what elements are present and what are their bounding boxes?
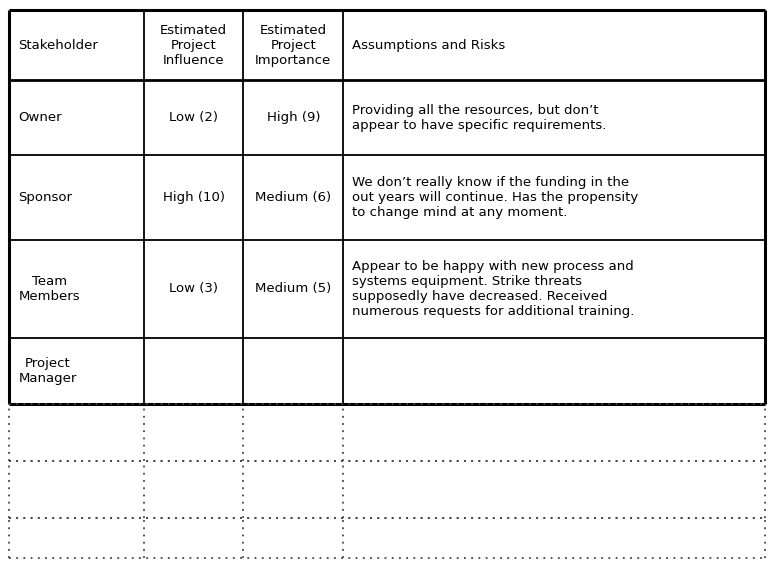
Text: Providing all the resources, but don’t
appear to have specific requirements.: Providing all the resources, but don’t a… — [352, 103, 607, 132]
Text: Estimated
Project
Influence: Estimated Project Influence — [160, 24, 228, 67]
Text: Project
Manager: Project Manager — [19, 357, 77, 385]
Text: Medium (6): Medium (6) — [255, 191, 331, 204]
Text: Low (2): Low (2) — [169, 111, 218, 124]
Text: Stakeholder: Stakeholder — [19, 38, 98, 51]
Text: High (9): High (9) — [266, 111, 320, 124]
Text: High (10): High (10) — [163, 191, 224, 204]
Text: Team
Members: Team Members — [19, 275, 80, 303]
Text: Medium (5): Medium (5) — [255, 282, 331, 295]
Text: Assumptions and Risks: Assumptions and Risks — [352, 38, 505, 51]
Text: Low (3): Low (3) — [169, 282, 218, 295]
Text: Owner: Owner — [19, 111, 62, 124]
Text: We don’t really know if the funding in the
out years will continue. Has the prop: We don’t really know if the funding in t… — [352, 176, 639, 219]
Text: Appear to be happy with new process and
systems equipment. Strike threats
suppos: Appear to be happy with new process and … — [352, 260, 635, 318]
Text: Sponsor: Sponsor — [19, 191, 73, 204]
Text: Estimated
Project
Importance: Estimated Project Importance — [255, 24, 331, 67]
